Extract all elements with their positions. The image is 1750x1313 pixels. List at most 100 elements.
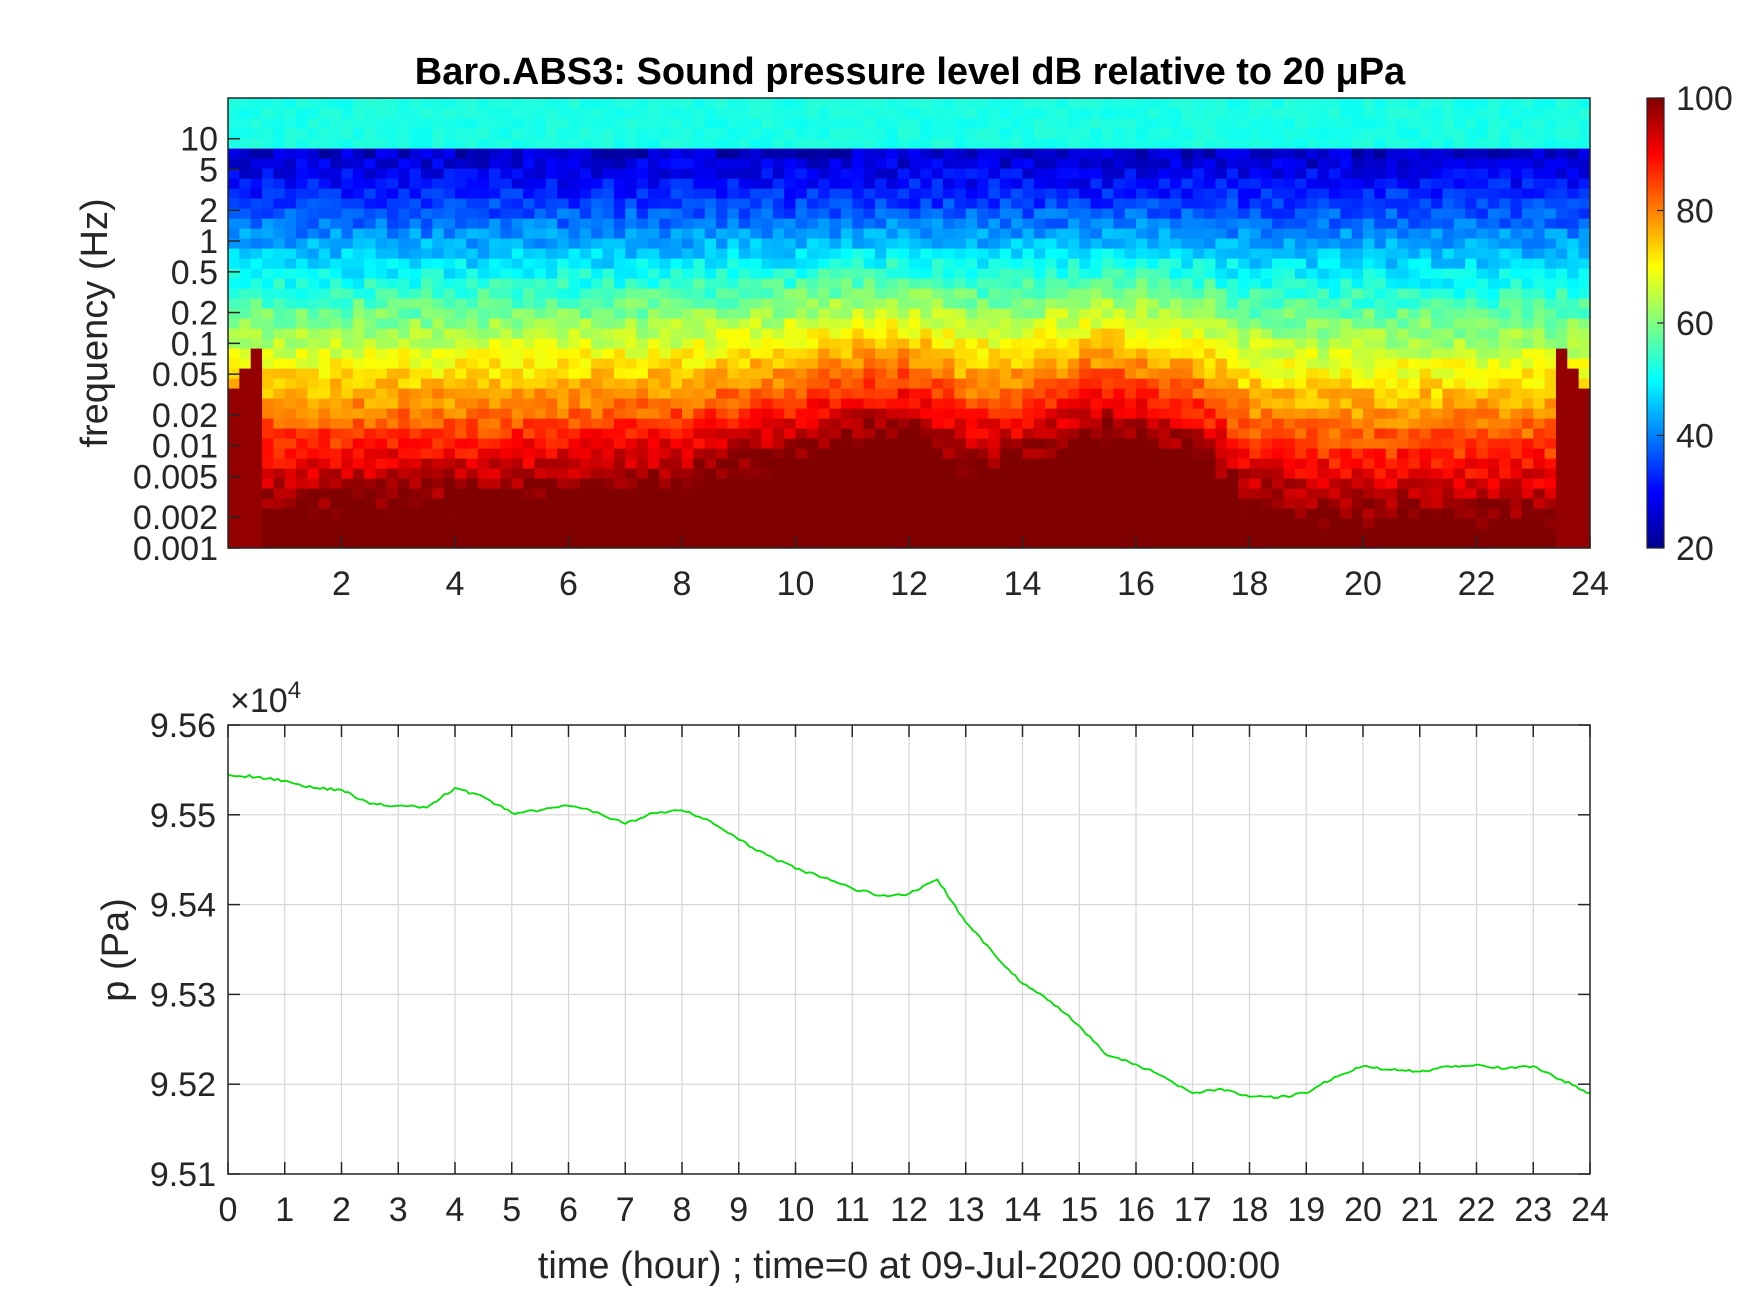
spectrogram-cell [1192,388,1205,399]
spectrogram-cell [1147,288,1160,299]
spectrogram-cell [636,298,649,309]
spectrogram-cell [386,148,399,159]
spectrogram-cell [1045,458,1058,469]
spectrogram-cell [318,198,331,209]
spectrogram-cell [659,438,672,449]
spectrogram-cell [420,348,433,359]
spectrogram-cell [647,248,660,259]
spectrogram-cell [602,438,615,449]
spectrogram-cell [659,238,672,249]
spectrogram-cell [341,388,354,399]
spectrogram-cell [1022,208,1035,219]
spectrogram-cell [1397,258,1409,269]
spectrogram-cell [806,238,819,249]
spectrogram-cell [829,358,842,369]
spectrogram-cell [738,478,751,489]
spectrogram-cell [965,498,978,509]
spectrogram-cell [318,168,331,179]
spectrogram-cell [1419,508,1432,519]
spectrogram-cell [1045,218,1058,229]
spectrogram-cell [750,398,763,409]
spectrogram-cell [1294,398,1307,409]
spectrogram-cell [784,188,797,199]
spectrogram-cell [1215,348,1228,359]
spectrogram-cell [784,338,797,349]
spectrogram-cell [1101,258,1114,269]
spectrogram-cell [693,298,706,309]
spectrogram-cell [1124,348,1137,359]
spectrogram-cell [954,448,967,459]
spectrogram-cell [659,478,672,489]
spectrogram-cell [863,448,876,459]
spectrogram-cell [636,468,649,479]
spectrogram-cell [613,178,626,189]
spectrogram-cell [523,518,536,529]
spectrogram-cell [420,158,433,169]
spectrogram-cell [1113,128,1126,139]
spectrogram-cell [670,438,683,449]
spectrogram-cell [1419,308,1432,319]
spectrogram-cell [1158,438,1171,449]
spectrogram-cell [1045,388,1058,399]
spectrogram-cell [795,338,808,349]
spectrogram-cell [977,358,990,369]
spectrogram-cell [364,268,377,279]
spectrogram-cell [420,248,433,259]
spectrogram-cell [840,328,853,339]
spectrogram-cell [988,158,1001,169]
spectrogram-cell [931,148,944,159]
spectrogram-cell [432,498,445,509]
spectrogram-cell [1260,188,1273,199]
spectrogram-cell [443,518,456,529]
spectrogram-cell [704,168,717,179]
spectrogram-cell [1101,148,1114,159]
spectrogram-cell [1294,468,1307,479]
spectrogram-cell [307,148,320,159]
spectrogram-cell [704,268,717,279]
spectrogram-cell [999,198,1012,209]
spectrogram-cell [420,118,433,129]
spectrogram-cell [999,148,1012,159]
spectrogram-cell [693,378,706,389]
spectrogram-cell [1022,368,1035,379]
spectrogram-cell [489,98,501,109]
spectrogram-cell [1011,438,1024,449]
spectrogram-cell [909,488,921,499]
spectrogram-cell [602,198,615,209]
spectrogram-cell [1101,448,1114,459]
spectrogram-cell [1419,358,1432,369]
spectrogram-cell [954,398,967,409]
spectrogram-cell [1442,508,1455,519]
spectrogram-cell [954,188,967,199]
spectrogram-cell [761,148,774,159]
spectrogram-cell [420,108,433,119]
spectrogram-cell [398,328,411,339]
spectrogram-cell [943,198,955,209]
spectrogram-cell [534,238,547,249]
spectrogram-cell [965,198,978,209]
spectrogram-cell [636,288,649,299]
spectrogram-cell [1340,208,1353,219]
spectrogram-cell [886,98,899,109]
spectrogram-cell [1408,218,1421,229]
spectrogram-cell [443,438,456,449]
spectrogram-cell [954,528,967,539]
spectrogram-cell [1033,338,1046,349]
spectrogram-cell [670,278,683,289]
spectrogram-cell [409,308,422,319]
spectrogram-cell [1408,358,1421,369]
spectrogram-cell [398,478,411,489]
spectrogram-cell [1306,538,1319,548]
spectrogram-cell [897,488,910,499]
spectrogram-cell [1158,488,1171,499]
spectrogram-cell [579,108,592,119]
spectrogram-cell [1079,128,1092,139]
spectrogram-cell [318,188,331,199]
spectrogram-cell [284,428,297,439]
spectrogram-cell [920,298,933,309]
spectrogram-cell [489,338,501,349]
spectrogram-cell [863,278,876,289]
spectrogram-cell [682,408,694,419]
spectrogram-cell [375,288,388,299]
spectrogram-cell [852,498,865,509]
